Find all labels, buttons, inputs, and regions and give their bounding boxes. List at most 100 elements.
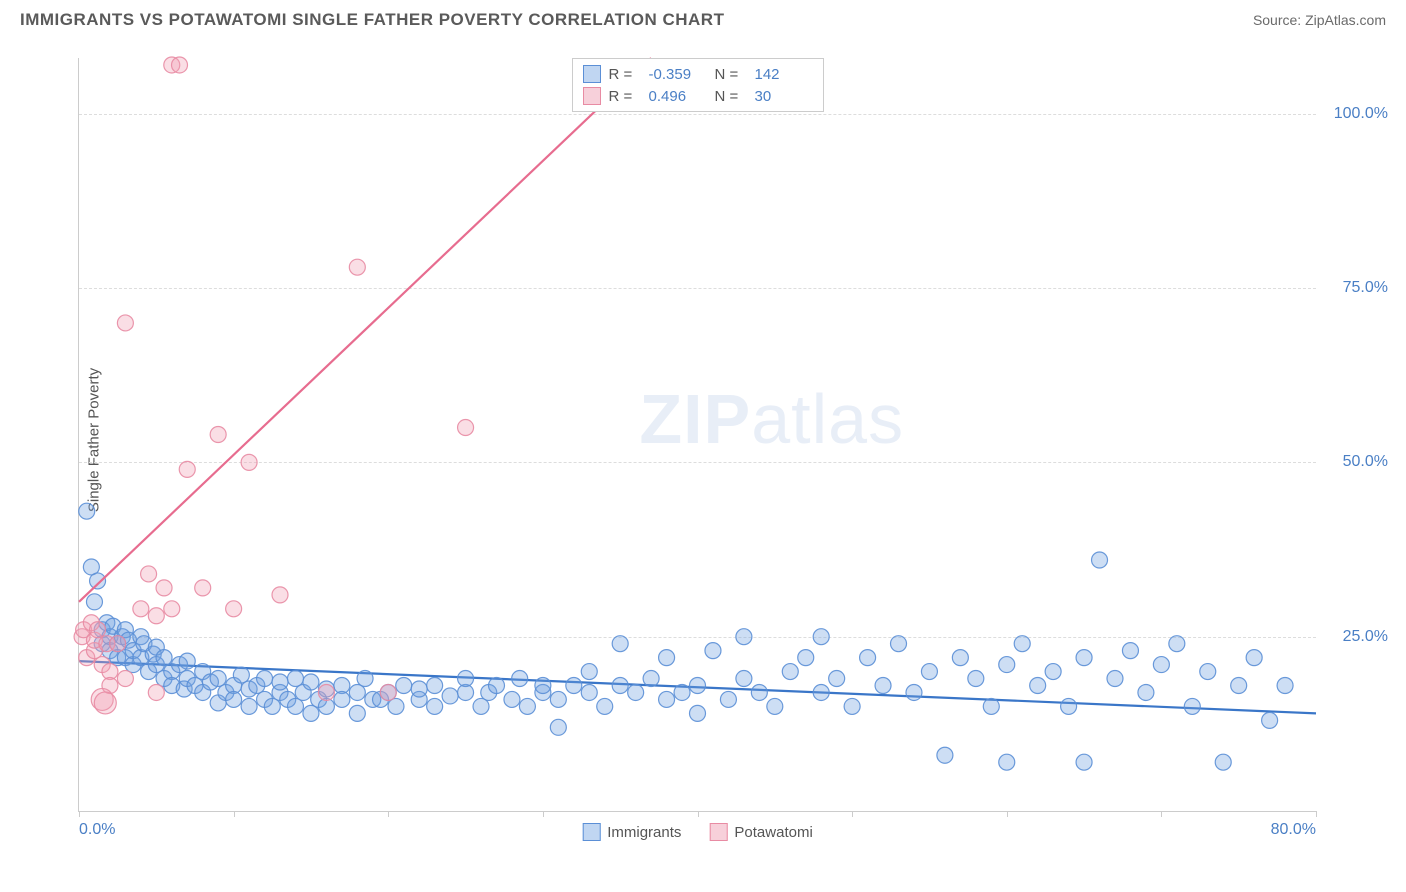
data-point — [504, 691, 520, 707]
legend-swatch — [709, 823, 727, 841]
x-tick — [1007, 811, 1008, 817]
data-point — [999, 754, 1015, 770]
data-point — [512, 671, 528, 687]
data-point — [303, 674, 319, 690]
data-point — [272, 587, 288, 603]
data-point — [349, 259, 365, 275]
data-point — [1231, 678, 1247, 694]
data-point — [442, 688, 458, 704]
data-point — [117, 315, 133, 331]
data-point — [705, 643, 721, 659]
data-point — [566, 678, 582, 694]
data-point — [1138, 684, 1154, 700]
data-point — [90, 622, 106, 638]
legend-swatch — [583, 87, 601, 105]
data-point — [1200, 664, 1216, 680]
data-point — [1076, 650, 1092, 666]
data-point — [690, 678, 706, 694]
legend-n-value: 142 — [755, 66, 813, 83]
legend-r-label: R = — [609, 88, 641, 105]
data-point — [488, 678, 504, 694]
data-point — [148, 684, 164, 700]
legend-series: ImmigrantsPotawatomi — [582, 823, 813, 841]
data-point — [303, 705, 319, 721]
data-point — [210, 427, 226, 443]
data-point — [1215, 754, 1231, 770]
data-point — [643, 671, 659, 687]
data-point — [1076, 754, 1092, 770]
data-point — [272, 674, 288, 690]
data-point — [875, 678, 891, 694]
data-point — [597, 698, 613, 714]
data-point — [581, 664, 597, 680]
data-point — [195, 580, 211, 596]
data-point — [813, 629, 829, 645]
data-point — [829, 671, 845, 687]
data-point — [411, 681, 427, 697]
data-point — [318, 684, 334, 700]
data-point — [357, 671, 373, 687]
data-point — [906, 684, 922, 700]
data-point — [427, 698, 443, 714]
x-tick — [388, 811, 389, 817]
data-point — [458, 420, 474, 436]
data-point — [473, 698, 489, 714]
legend-r-value: -0.359 — [649, 66, 707, 83]
data-point — [736, 671, 752, 687]
data-point — [767, 698, 783, 714]
data-point — [628, 684, 644, 700]
data-point — [999, 657, 1015, 673]
legend-swatch — [582, 823, 600, 841]
data-point — [1262, 712, 1278, 728]
legend-series-item: Potawatomi — [709, 823, 812, 841]
x-tick — [1161, 811, 1162, 817]
data-point — [550, 691, 566, 707]
data-point — [264, 698, 280, 714]
legend-r-value: 0.496 — [649, 88, 707, 105]
data-point — [388, 698, 404, 714]
legend-stats: R =-0.359N =142R =0.496N =30 — [572, 58, 824, 112]
chart-title: IMMIGRANTS VS POTAWATOMI SINGLE FATHER P… — [20, 10, 724, 30]
data-point — [90, 573, 106, 589]
legend-series-label: Potawatomi — [734, 824, 812, 841]
data-point — [1045, 664, 1061, 680]
data-point — [891, 636, 907, 652]
data-point — [1153, 657, 1169, 673]
data-point — [1122, 643, 1138, 659]
y-tick-label: 100.0% — [1334, 105, 1388, 123]
data-point — [1030, 678, 1046, 694]
chart-header: IMMIGRANTS VS POTAWATOMI SINGLE FATHER P… — [0, 0, 1406, 36]
data-point — [937, 747, 953, 763]
data-point — [519, 698, 535, 714]
data-point — [241, 454, 257, 470]
data-point — [458, 671, 474, 687]
data-point — [581, 684, 597, 700]
data-point — [156, 650, 172, 666]
legend-n-value: 30 — [755, 88, 813, 105]
data-point — [380, 684, 396, 700]
data-point — [751, 684, 767, 700]
x-tick — [79, 811, 80, 817]
legend-stats-row: R =-0.359N =142 — [583, 63, 813, 85]
data-point — [133, 601, 149, 617]
data-point — [179, 461, 195, 477]
legend-swatch — [583, 65, 601, 83]
trend-line — [79, 58, 651, 602]
data-point — [1014, 636, 1030, 652]
data-point — [720, 691, 736, 707]
data-point — [257, 671, 273, 687]
data-point — [172, 57, 188, 73]
x-tick — [852, 811, 853, 817]
data-point — [1184, 698, 1200, 714]
data-point — [690, 705, 706, 721]
data-point — [156, 580, 172, 596]
data-point — [860, 650, 876, 666]
data-point — [287, 671, 303, 687]
legend-stats-row: R =0.496N =30 — [583, 85, 813, 107]
data-point — [226, 691, 242, 707]
legend-r-label: R = — [609, 66, 641, 83]
data-point — [117, 671, 133, 687]
data-point — [287, 698, 303, 714]
data-point — [241, 698, 257, 714]
y-tick-label: 75.0% — [1343, 279, 1388, 297]
